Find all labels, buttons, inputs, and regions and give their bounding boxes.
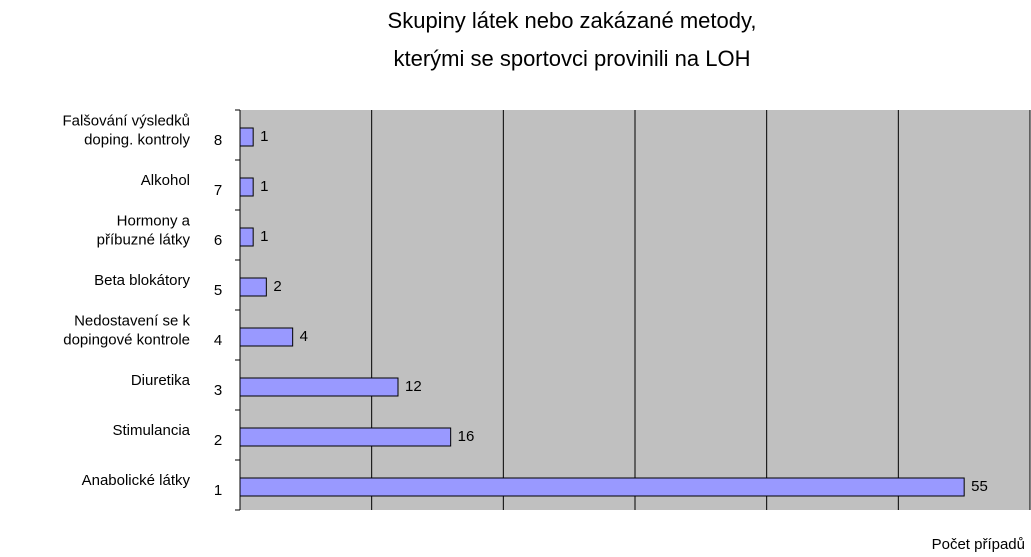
bar bbox=[239, 427, 452, 447]
data-label: 16 bbox=[458, 428, 475, 445]
bar bbox=[239, 127, 254, 147]
category-name: Diuretika bbox=[131, 372, 191, 389]
category-name: doping. kontroly bbox=[84, 131, 190, 148]
data-label: 1 bbox=[260, 178, 268, 195]
data-label: 2 bbox=[273, 278, 281, 295]
y-tick-label: 4 bbox=[214, 332, 222, 349]
bar bbox=[239, 227, 254, 247]
y-tick-label: 8 bbox=[214, 132, 222, 149]
category-name: Stimulancia bbox=[112, 422, 190, 439]
y-tick-label: 6 bbox=[214, 232, 222, 249]
bar bbox=[239, 277, 267, 297]
chart-title: kterými se sportovci provinili na LOH bbox=[393, 46, 750, 71]
data-label: 4 bbox=[300, 328, 308, 345]
bar bbox=[239, 177, 254, 197]
category-name: Hormony a bbox=[117, 212, 191, 229]
data-label: 1 bbox=[260, 128, 268, 145]
y-tick-label: 7 bbox=[214, 182, 222, 199]
bar bbox=[239, 377, 399, 397]
data-label: 55 bbox=[971, 478, 988, 495]
x-axis-label: Počet případů bbox=[932, 536, 1025, 553]
y-tick-label: 2 bbox=[214, 432, 222, 449]
y-tick-label: 5 bbox=[214, 282, 222, 299]
category-name: příbuzné látky bbox=[97, 231, 191, 248]
data-label: 12 bbox=[405, 378, 422, 395]
data-label: 1 bbox=[260, 228, 268, 245]
bar bbox=[239, 477, 965, 497]
y-tick-label: 3 bbox=[214, 382, 222, 399]
category-name: Alkohol bbox=[141, 172, 190, 189]
category-name: Falšování výsledků bbox=[62, 112, 190, 129]
y-tick-label: 1 bbox=[214, 482, 222, 499]
chart-title: Skupiny látek nebo zakázané metody, bbox=[388, 8, 757, 33]
category-name: Anabolické látky bbox=[82, 472, 191, 489]
category-name: Beta blokátory bbox=[94, 272, 190, 289]
category-name: dopingové kontrole bbox=[63, 331, 190, 348]
category-name: Nedostavení se k bbox=[74, 312, 190, 329]
bar bbox=[239, 327, 294, 347]
